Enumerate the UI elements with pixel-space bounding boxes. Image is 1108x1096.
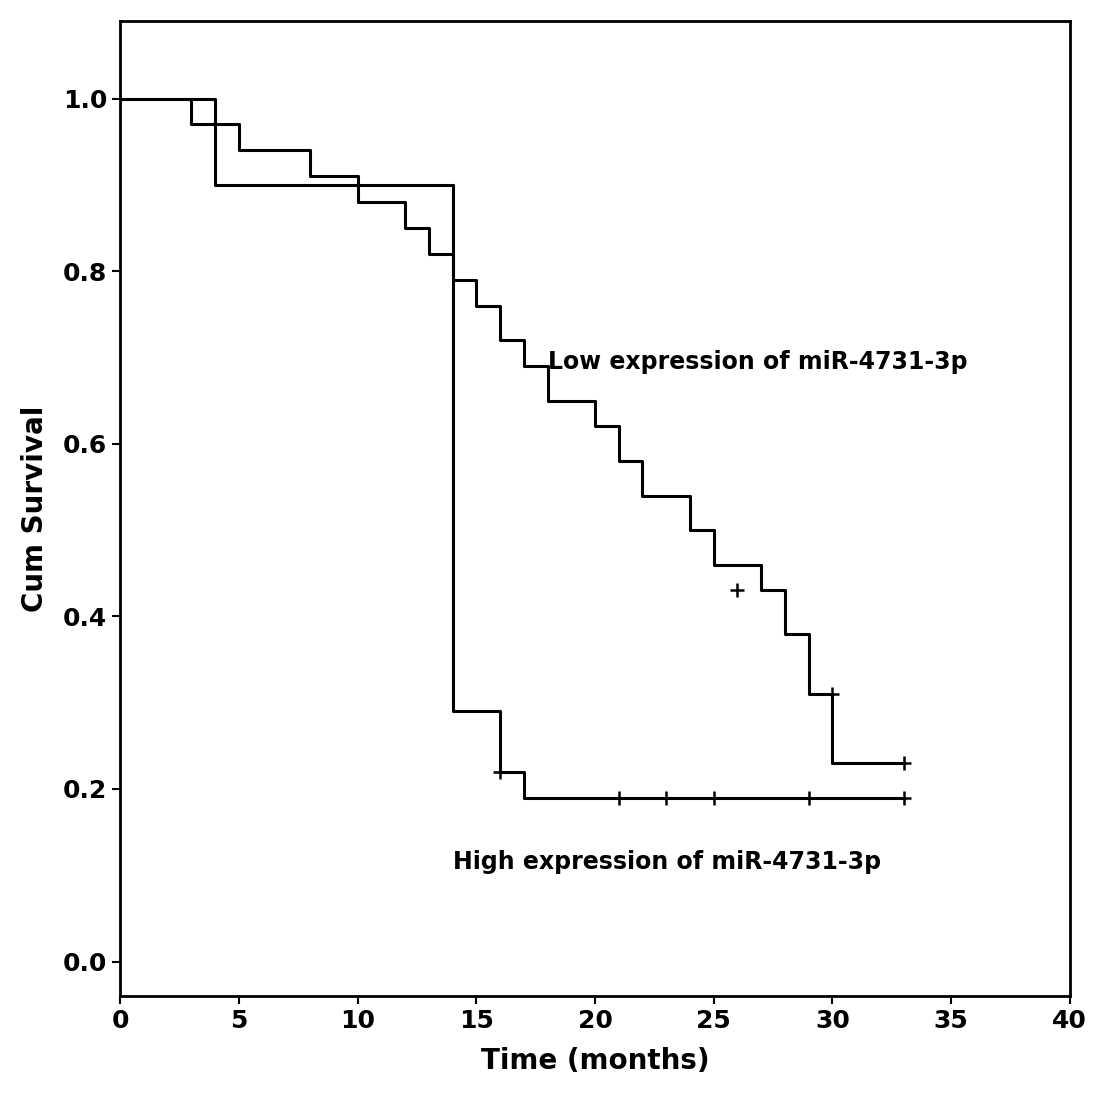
- Point: [657, 789, 675, 807]
- Text: Low expression of miR-4731-3p: Low expression of miR-4731-3p: [547, 350, 967, 374]
- Text: High expression of miR-4731-3p: High expression of miR-4731-3p: [452, 850, 881, 875]
- Point: [729, 582, 747, 600]
- Point: [491, 763, 509, 780]
- Point: [705, 789, 722, 807]
- Point: [609, 789, 627, 807]
- Point: [800, 789, 818, 807]
- Point: [895, 789, 913, 807]
- Point: [895, 754, 913, 772]
- Y-axis label: Cum Survival: Cum Survival: [21, 406, 49, 612]
- Point: [823, 685, 841, 703]
- X-axis label: Time (months): Time (months): [481, 1047, 709, 1075]
